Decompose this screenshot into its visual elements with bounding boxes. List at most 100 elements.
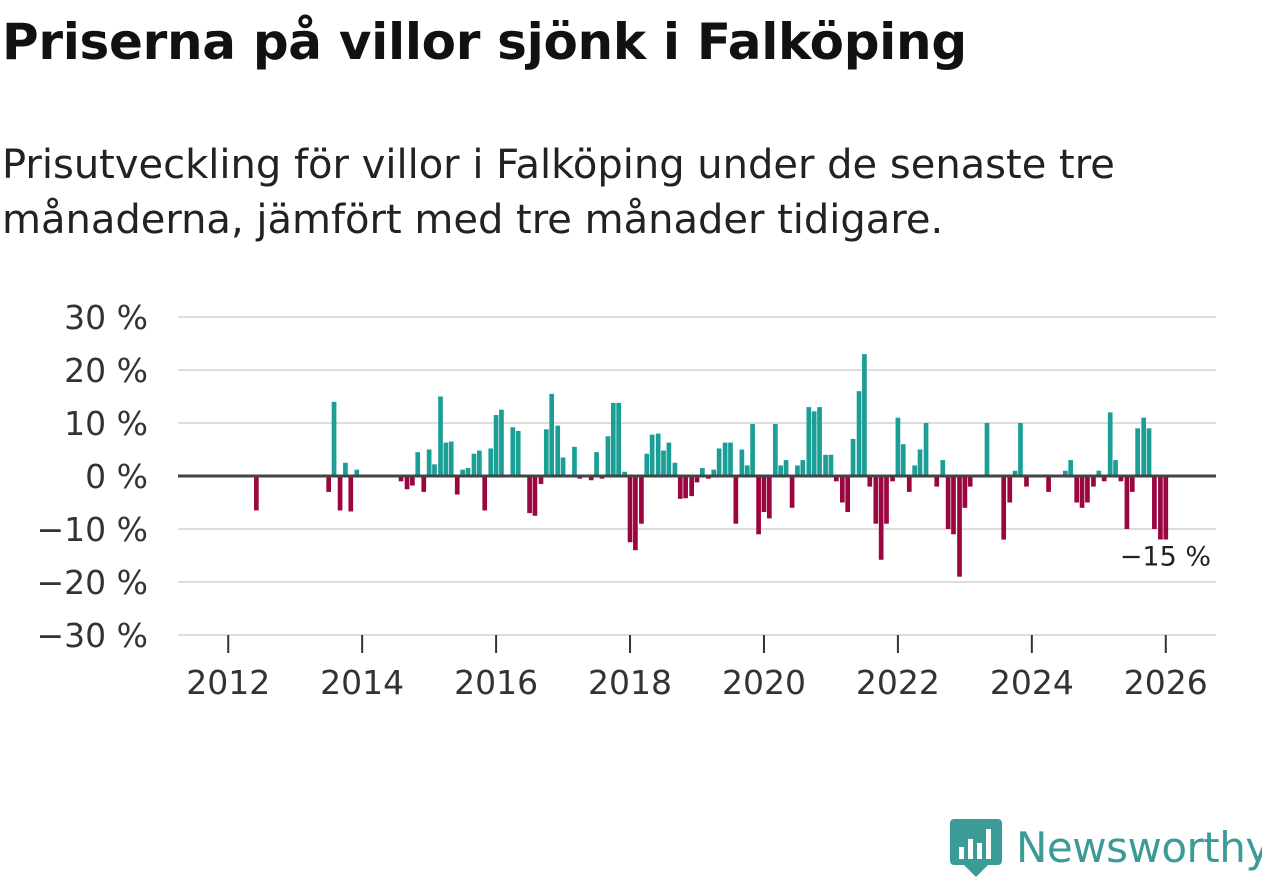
bar bbox=[789, 476, 795, 508]
bar bbox=[404, 476, 410, 490]
bar bbox=[912, 465, 917, 476]
bar bbox=[639, 476, 644, 524]
chart-subtitle: Prisutveckling för villor i Falköping un… bbox=[2, 142, 1115, 243]
bar bbox=[716, 448, 722, 476]
bar bbox=[555, 425, 561, 476]
x-tick-label: 2012 bbox=[186, 663, 270, 702]
bar bbox=[967, 476, 973, 487]
bar bbox=[443, 442, 449, 476]
bar bbox=[1141, 417, 1147, 476]
bar bbox=[778, 465, 784, 476]
bar bbox=[465, 468, 471, 476]
bar bbox=[666, 442, 672, 476]
gridlines bbox=[178, 316, 1216, 636]
bar bbox=[482, 476, 488, 511]
y-tick-label: 0 % bbox=[85, 457, 148, 496]
bar bbox=[1118, 476, 1124, 482]
bar bbox=[594, 452, 599, 476]
newsworthy-logo-icon bbox=[950, 819, 1002, 877]
bar bbox=[1135, 428, 1140, 476]
bar bbox=[733, 476, 739, 524]
bar bbox=[661, 450, 666, 476]
bar bbox=[515, 430, 521, 476]
y-tick-label: −10 % bbox=[37, 510, 149, 549]
bar bbox=[499, 409, 504, 476]
bar bbox=[527, 476, 532, 514]
annotations: −15 % bbox=[1113, 539, 1217, 575]
x-tick-label: 2014 bbox=[320, 663, 404, 702]
bar bbox=[850, 438, 856, 476]
bar bbox=[1146, 428, 1152, 476]
bar bbox=[873, 476, 879, 524]
bar bbox=[878, 476, 884, 560]
bar bbox=[833, 476, 839, 482]
bar bbox=[616, 402, 621, 476]
bar bbox=[1062, 470, 1068, 476]
bar bbox=[326, 476, 332, 492]
bar bbox=[622, 471, 628, 476]
bar bbox=[867, 476, 873, 487]
x-tick-label: 2020 bbox=[722, 663, 806, 702]
bar bbox=[962, 476, 968, 508]
brand: Newsworthy bbox=[948, 815, 1262, 879]
bar bbox=[795, 465, 800, 476]
y-tick-label: 20 % bbox=[64, 351, 148, 390]
bar bbox=[337, 476, 343, 511]
bar bbox=[649, 434, 655, 476]
y-tick-label: 30 % bbox=[64, 298, 148, 337]
bar bbox=[800, 460, 806, 476]
bar bbox=[817, 407, 822, 476]
x-tick-label: 2026 bbox=[1124, 663, 1208, 702]
bar bbox=[957, 476, 962, 577]
bar bbox=[689, 476, 694, 497]
bar bbox=[398, 476, 404, 482]
bar bbox=[750, 424, 755, 476]
bar bbox=[1046, 476, 1051, 492]
bar bbox=[1163, 476, 1169, 556]
bar bbox=[460, 469, 465, 476]
bar bbox=[448, 441, 454, 476]
bar bbox=[1091, 476, 1096, 487]
bar bbox=[1007, 476, 1013, 503]
bar bbox=[761, 476, 767, 513]
bar bbox=[354, 469, 360, 476]
bar bbox=[588, 476, 594, 481]
bar bbox=[823, 454, 828, 476]
bar bbox=[828, 454, 834, 476]
bar bbox=[845, 476, 851, 513]
bar bbox=[572, 446, 577, 476]
bar bbox=[694, 476, 700, 483]
bar bbox=[773, 424, 778, 476]
bar bbox=[1124, 476, 1130, 529]
bar bbox=[683, 476, 688, 499]
x-tick-label: 2018 bbox=[588, 663, 672, 702]
bar bbox=[488, 448, 494, 476]
bar bbox=[839, 476, 845, 503]
bar bbox=[254, 476, 259, 511]
bar bbox=[862, 354, 867, 476]
bar bbox=[549, 393, 555, 476]
bar bbox=[728, 442, 733, 476]
x-tick-label: 2022 bbox=[856, 663, 940, 702]
x-axis: 2012 2014 2016 2018 2020 2022 2024 2026 bbox=[186, 635, 1208, 702]
bar bbox=[331, 401, 337, 476]
bar bbox=[739, 449, 745, 476]
bar bbox=[493, 415, 499, 476]
bar bbox=[744, 465, 750, 476]
bar bbox=[672, 462, 678, 476]
bar bbox=[543, 429, 549, 476]
bar bbox=[890, 476, 895, 482]
bar bbox=[1085, 476, 1090, 503]
bar bbox=[560, 457, 566, 476]
bar bbox=[934, 476, 940, 487]
brand-name: Newsworthy bbox=[1016, 822, 1262, 872]
bar bbox=[895, 417, 901, 476]
bar bbox=[532, 476, 538, 516]
bar bbox=[1024, 476, 1029, 487]
chart-title: Priserna på villor sjönk i Falköping bbox=[2, 13, 967, 71]
bar bbox=[454, 476, 460, 495]
bar bbox=[1107, 412, 1113, 476]
bar bbox=[756, 476, 761, 535]
bar bbox=[538, 476, 544, 484]
bar bbox=[605, 436, 611, 476]
